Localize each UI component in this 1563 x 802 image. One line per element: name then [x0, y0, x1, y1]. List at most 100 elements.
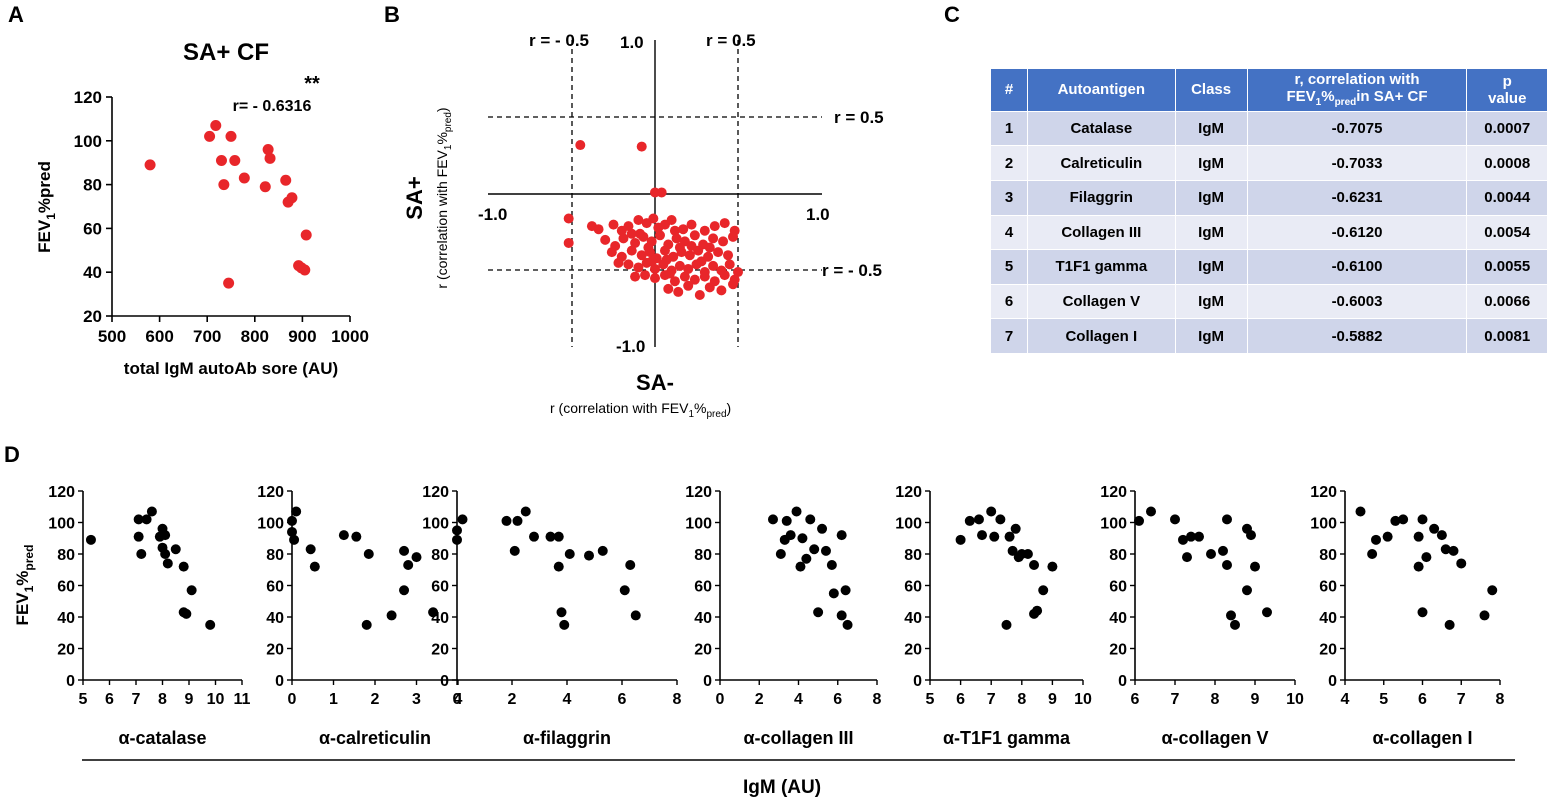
panel-d-x-axis-label: α-collagen V [1161, 728, 1268, 748]
panel-d-data-point [791, 506, 802, 517]
panel-b-data-point [696, 256, 707, 267]
cell-class: IgM [1174, 214, 1248, 251]
panel-d-data-point [289, 534, 300, 545]
panel-d-data-point [428, 607, 439, 618]
panel-a-annotation: r= - 0.6316 [233, 98, 312, 115]
panel-d-y-tick-label: 20 [904, 642, 922, 659]
panel-d-y-tick-label: 120 [422, 484, 449, 501]
panel-a-y-tick-label: 40 [83, 263, 102, 282]
panel-a-significance: ** [304, 73, 320, 95]
cell-number: 4 [990, 214, 1028, 251]
panel-d-data-point [1022, 549, 1033, 559]
panel-d-data-point [1367, 549, 1378, 559]
panel-a-data-point [225, 130, 237, 142]
panel-d-data-point [1029, 560, 1040, 571]
panel-b-data-point [716, 285, 727, 296]
panel-d-y-tick-label: 120 [685, 484, 712, 501]
panel-d-data-point [520, 506, 531, 517]
panel-b-data-point [686, 219, 697, 230]
panel-b-data-point [663, 283, 674, 294]
cell-number: 3 [990, 179, 1028, 216]
cell-class: IgM [1174, 110, 1248, 147]
panel-a-data-point [280, 174, 292, 186]
panel-b-data-point [608, 219, 619, 230]
panel-d-data-point [1487, 585, 1498, 596]
panel-d-data-point [1448, 545, 1459, 556]
panel-a-data-point [262, 144, 274, 156]
panel-a-data-point [204, 130, 216, 142]
panel-d-data-point [630, 610, 641, 621]
panel-d-data-point [553, 531, 564, 542]
panel-d-y-tick-label: 0 [1118, 673, 1127, 690]
panel-d-x-tick-label: 8 [158, 691, 167, 708]
panel-d-y-tick-label: 60 [1109, 579, 1127, 596]
panel-d-subplot: 0 20 40 60 80 100 120 5 6 7 8 9 10 11 α-catalase [48, 484, 250, 748]
panel-d-y-tick-label: 40 [57, 610, 75, 627]
panel-d-y-tick-label: 60 [1319, 579, 1337, 596]
panel-d-y-tick-label: 20 [266, 642, 284, 659]
panel-d-data-point [411, 552, 422, 563]
panel-d-data-point [1007, 545, 1018, 556]
panel-d-data-point [287, 515, 297, 526]
panel-d-data-point [1222, 560, 1232, 571]
panel-d-x-tick-label: 8 [1017, 691, 1026, 708]
panel-b-data-point [724, 259, 735, 270]
cell-autoantigen: Filaggrin [1027, 179, 1176, 216]
panel-d-data-point [989, 531, 1000, 542]
table-row: 5 T1F1 gamma IgM -0.6100 0.0055 [990, 249, 1548, 285]
panel-b-x-axis-title: SA- [636, 370, 674, 395]
panel-d-y-tick-label: 40 [694, 610, 712, 627]
panel-d-x-tick-label: 4 [1341, 691, 1350, 708]
panel-d-data-point [1390, 515, 1401, 526]
panel-a-data-point [223, 277, 235, 289]
panel-d-data-point [973, 514, 984, 525]
panel-d-data-point [1479, 610, 1490, 621]
panel-d-data-point [361, 619, 372, 630]
panel-a-y-tick-label: 120 [74, 88, 102, 107]
panel-label-a: A [8, 2, 24, 27]
panel-b-data-point [630, 237, 641, 248]
panel-a-data-point [238, 172, 250, 184]
panel-d-data-point [559, 619, 570, 630]
panel-b-data-point [708, 233, 719, 244]
panel-d-data-point [1001, 619, 1012, 630]
panel-d-y-tick-label: 20 [57, 642, 75, 659]
cell-correlation: -0.6231 [1246, 179, 1468, 216]
panel-d-y-tick-label: 60 [694, 579, 712, 596]
panel-a-data-point [259, 181, 271, 193]
panel-d-y-tick-label: 40 [431, 610, 449, 627]
panel-b-data-point [689, 274, 700, 285]
panel-b-data-point [643, 242, 654, 253]
panel-d-x-axis-label: α-collagen I [1372, 728, 1472, 748]
cell-class: IgM [1174, 283, 1248, 320]
panel-b-data-point [613, 257, 624, 268]
panel-d-data-point [1440, 544, 1451, 555]
panel-d-x-tick-label: 3 [412, 691, 421, 708]
panel-b-data-point [659, 245, 670, 256]
panel-b-data-point [633, 215, 644, 226]
cell-number: 5 [990, 249, 1028, 285]
panel-d-data-point [1218, 545, 1228, 556]
panel-d-data-point [820, 545, 831, 556]
panel-d-data-point [840, 585, 851, 596]
panel-b-data-point [653, 222, 664, 233]
panel-b-data-point [683, 263, 694, 274]
cell-p-value: 0.0081 [1466, 318, 1548, 354]
cell-number: 2 [990, 145, 1028, 181]
panel-d-data-point [85, 534, 96, 545]
panel-d-x-tick-label: 9 [1048, 691, 1057, 708]
panel-d-data-point [964, 515, 975, 526]
panel-d-x-tick-label: 6 [618, 691, 627, 708]
panel-b-data-point [699, 271, 710, 282]
panel-d-data-point [1038, 585, 1049, 596]
cell-number: 6 [990, 283, 1028, 320]
panel-d-x-tick-label: 2 [508, 691, 517, 708]
panel-d-data-point [1444, 619, 1455, 630]
panel-d-data-point [597, 545, 608, 556]
panel-d-data-point [781, 515, 792, 526]
panel-d-data-point [160, 530, 171, 541]
panel-d-data-point [556, 607, 567, 618]
panel-d-x-tick-label: 7 [1457, 691, 1466, 708]
cell-correlation: -0.6120 [1246, 214, 1468, 251]
panel-b-data-point [654, 230, 665, 241]
